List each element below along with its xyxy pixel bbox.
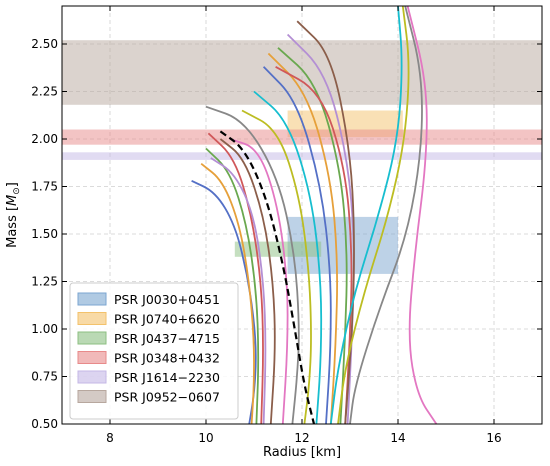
y-tick-label: 2.25 <box>31 85 58 99</box>
x-axis-label: Radius [km] <box>263 445 341 460</box>
legend-label: PSR J0030+0451 <box>114 292 220 307</box>
legend-label: PSR J1614−2230 <box>114 370 220 385</box>
y-tick-label: 1.25 <box>31 275 58 289</box>
series-line <box>267 52 338 424</box>
constraint-band <box>62 40 542 105</box>
x-tick-label: 10 <box>198 431 213 445</box>
legend-swatch <box>77 370 107 384</box>
series-line <box>337 6 410 424</box>
legend: PSR J0030+0451 PSR J0740+6620 PSR J0437−47… <box>69 282 239 420</box>
series-line <box>253 90 323 424</box>
constraint-band <box>62 129 542 145</box>
legend-swatch <box>77 312 107 325</box>
y-tick-label: 1.75 <box>31 180 58 194</box>
series-line <box>241 109 312 424</box>
series-line <box>207 132 264 424</box>
y-tick-label: 2.50 <box>31 37 58 51</box>
series-line <box>205 105 300 424</box>
series-lines <box>191 6 438 424</box>
series-line <box>229 138 289 424</box>
dashed-series-line <box>219 130 316 424</box>
series-line <box>406 6 438 424</box>
legend-swatch <box>77 390 107 403</box>
y-axis-label-sub: ⊙ <box>12 187 22 195</box>
constraint-band <box>62 152 542 160</box>
y-tick-label: 0.50 <box>31 417 58 431</box>
series-line <box>210 157 267 424</box>
series-line <box>275 66 353 424</box>
y-tick-label: 2.00 <box>31 132 58 146</box>
series-line <box>200 162 255 424</box>
y-tick-label: 1.00 <box>31 322 58 336</box>
y-tick-label: 1.50 <box>31 227 58 241</box>
constraint-bands <box>62 40 542 274</box>
legend-swatch <box>77 351 107 364</box>
axis-ticks: 8 10 12 14 16 0.50 0.75 1.00 1.25 1.50 1.75 2.00 2.2… <box>31 6 542 445</box>
x-tick-label: 14 <box>390 431 405 445</box>
y-tick-label: 0.75 <box>31 370 58 384</box>
legend-label: PSR J0952−0607 <box>114 390 220 405</box>
series-line <box>219 138 276 424</box>
legend-label: PSR J0740+6620 <box>114 312 220 327</box>
x-tick-label: 8 <box>106 431 114 445</box>
x-tick-label: 16 <box>486 431 501 445</box>
legend-box <box>69 282 239 420</box>
x-tick-label: 12 <box>294 431 309 445</box>
legend-swatch <box>77 331 107 345</box>
y-axis-label-symbol: M <box>5 195 20 206</box>
series-line <box>205 147 260 424</box>
y-axis-label-text: Mass [ <box>5 206 20 248</box>
y-axis-label: Mass [M⊙] <box>5 182 22 248</box>
legend-label: PSR J0348+0432 <box>114 351 220 366</box>
series-line <box>349 6 423 424</box>
constraint-band <box>234 241 322 257</box>
series-line <box>296 20 355 424</box>
legend-swatch <box>77 292 107 306</box>
legend-label: PSR J0437−4715 <box>114 331 220 346</box>
series-line <box>262 66 332 424</box>
series-line <box>329 6 403 424</box>
y-axis-label-close: ] <box>5 182 20 187</box>
